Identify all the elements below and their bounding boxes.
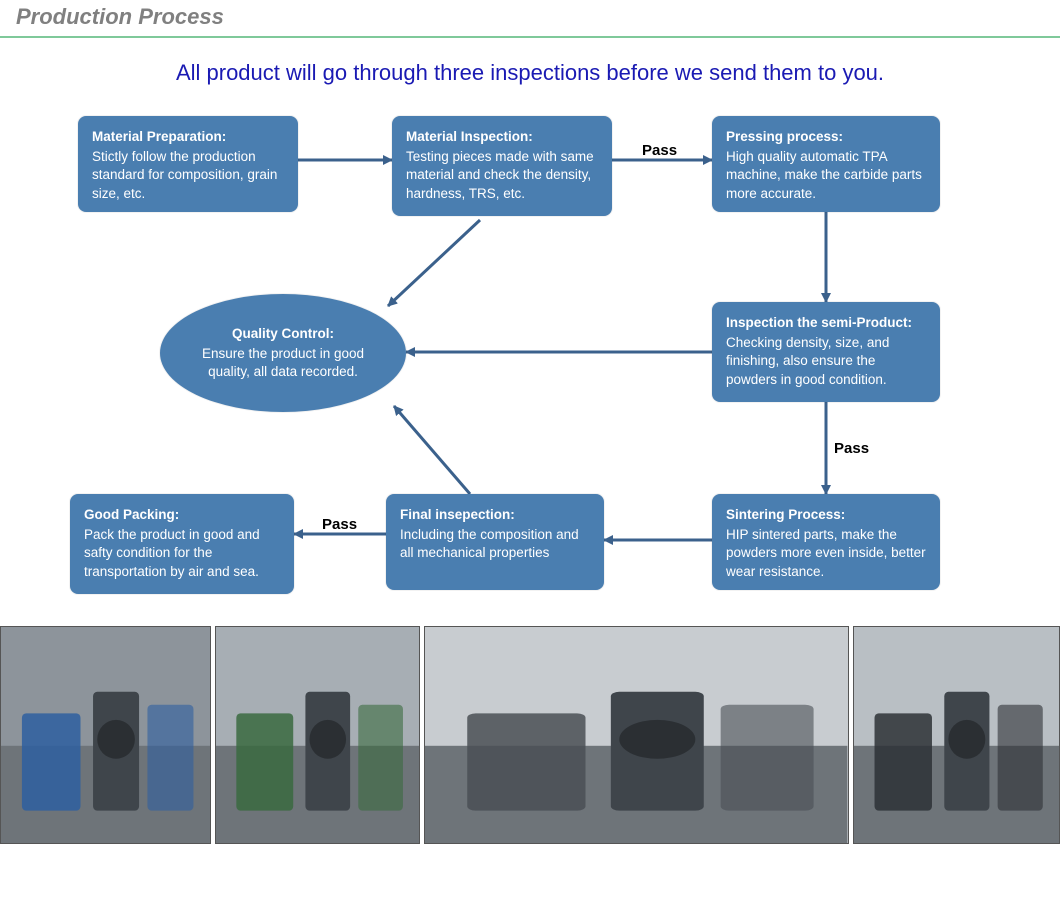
- factory-photo-3: [424, 626, 848, 844]
- photo-placeholder-icon: [216, 627, 419, 843]
- node-body: Stictly follow the production standard f…: [92, 149, 277, 200]
- edge-label-semi-sinter: Pass: [834, 440, 869, 457]
- subtitle: All product will go through three inspec…: [0, 60, 1060, 86]
- edge-label-final-pack: Pass: [322, 516, 357, 533]
- edge-minsp-qc: [388, 220, 480, 306]
- factory-photo-2: [215, 626, 420, 844]
- node-body: Pack the product in good and safty condi…: [84, 527, 260, 578]
- photo-placeholder-icon: [854, 627, 1059, 843]
- node-title: Good Packing:: [84, 506, 280, 524]
- node-title: Quality Control:: [232, 325, 334, 343]
- node-title: Final insepection:: [400, 506, 590, 524]
- node-title: Inspection the semi-Product:: [726, 314, 926, 332]
- node-body: Including the composition and all mechan…: [400, 527, 579, 560]
- node-body: HIP sintered parts, make the powders mor…: [726, 527, 926, 578]
- node-prep: Material Preparation: Stictly follow the …: [78, 116, 298, 212]
- node-title: Pressing process:: [726, 128, 926, 146]
- node-body: Checking density, size, and finishing, a…: [726, 335, 889, 386]
- node-sinter: Sintering Process: HIP sintered parts, ma…: [712, 494, 940, 590]
- node-body: High quality automatic TPA machine, make…: [726, 149, 922, 200]
- node-body: Testing pieces made with same material a…: [406, 149, 594, 200]
- factory-photo-1: [0, 626, 211, 844]
- photo-strip: [0, 626, 1060, 844]
- photo-placeholder-icon: [1, 627, 210, 843]
- node-title: Material Preparation:: [92, 128, 284, 146]
- node-body: Ensure the product in good quality, all …: [200, 345, 366, 381]
- section-header: Production Process: [0, 0, 1060, 38]
- node-qc: Quality Control: Ensure the product in go…: [160, 294, 406, 412]
- factory-photo-4: [853, 626, 1060, 844]
- photo-placeholder-icon: [425, 627, 847, 843]
- node-title: Material Inspection:: [406, 128, 598, 146]
- flowchart: Material Preparation: Stictly follow the …: [0, 96, 1060, 616]
- section-title: Production Process: [16, 4, 224, 29]
- node-semi: Inspection the semi-Product: Checking den…: [712, 302, 940, 402]
- edge-label-minsp-press: Pass: [642, 142, 677, 159]
- node-minsp: Material Inspection: Testing pieces made …: [392, 116, 612, 216]
- node-title: Sintering Process:: [726, 506, 926, 524]
- edge-final-qc: [394, 406, 470, 494]
- node-final: Final insepection: Including the composit…: [386, 494, 604, 590]
- node-pack: Good Packing: Pack the product in good an…: [70, 494, 294, 594]
- node-press: Pressing process: High quality automatic …: [712, 116, 940, 212]
